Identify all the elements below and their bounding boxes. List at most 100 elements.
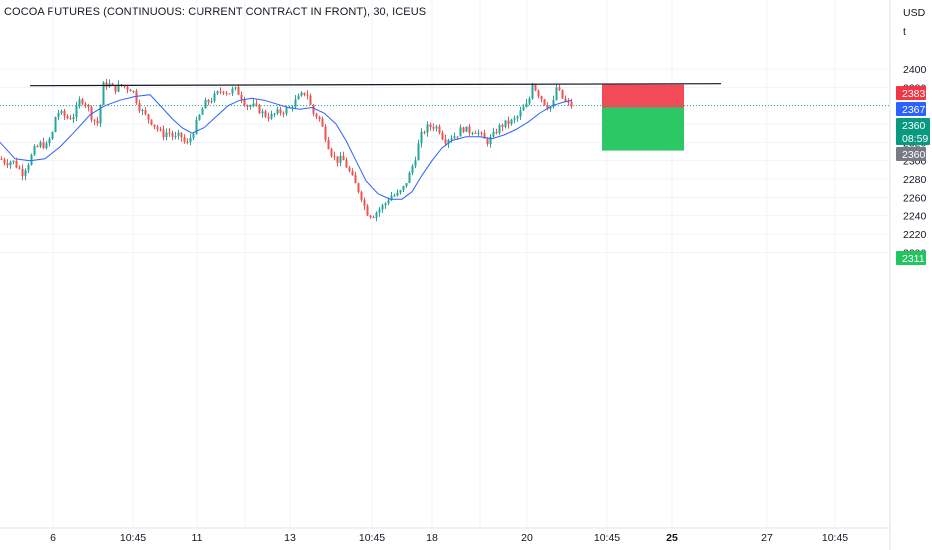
candle-body xyxy=(537,90,540,97)
candle-body xyxy=(471,132,474,134)
candle-body xyxy=(132,91,135,93)
candle-body xyxy=(237,87,240,95)
candle-body xyxy=(63,110,66,117)
candle-body xyxy=(102,82,105,105)
candle-body xyxy=(264,111,267,117)
candle-body xyxy=(411,166,414,173)
close-marker-tag xyxy=(896,147,926,161)
candle-body xyxy=(501,124,504,128)
candle-body xyxy=(405,183,408,186)
candle-body xyxy=(54,117,57,133)
candle-body xyxy=(0,158,3,160)
candle-body xyxy=(297,95,300,100)
take-profit-zone[interactable] xyxy=(602,107,684,151)
candle-body xyxy=(426,124,429,133)
candle-body xyxy=(468,126,471,134)
candle-body xyxy=(381,205,384,210)
target-price-tag-label: 2311 xyxy=(902,253,925,265)
candle-body xyxy=(483,132,486,139)
candle-body xyxy=(360,191,363,200)
candle-body xyxy=(315,113,318,117)
candle-body xyxy=(540,96,543,100)
time-tick-label: 20 xyxy=(521,532,533,544)
candle-body xyxy=(309,95,312,105)
candle-body xyxy=(357,183,360,192)
resistance-trendline[interactable] xyxy=(29,83,722,87)
candle-body xyxy=(177,132,180,136)
time-tick-label: 18 xyxy=(426,532,438,544)
candle-body xyxy=(336,156,339,163)
candle-body xyxy=(81,99,84,104)
candle-body xyxy=(498,124,501,134)
last-price-tag-label: 2360 xyxy=(902,120,926,132)
price-axis-currency: USD xyxy=(903,7,926,19)
candle-body xyxy=(123,85,126,87)
price-axis-unit: t xyxy=(903,26,906,38)
candle-body xyxy=(393,195,396,197)
candle-body xyxy=(84,103,87,106)
candle-body xyxy=(438,126,441,133)
candle-body xyxy=(369,215,372,218)
candle-body xyxy=(333,156,336,158)
candle-body xyxy=(252,103,255,106)
candle-body xyxy=(183,137,186,142)
candle-body xyxy=(273,113,276,115)
candle-body xyxy=(423,131,426,133)
candle-body xyxy=(159,129,162,131)
time-axis[interactable]: 6 10:45 11 13 10:45 18 20 10:45 25 27 10:45 xyxy=(0,0,891,550)
candle-body xyxy=(420,131,423,144)
candle-body xyxy=(387,200,390,204)
candle-body xyxy=(516,116,519,119)
time-tick-label: 10:45 xyxy=(359,532,385,544)
candle-body xyxy=(414,160,417,167)
candle-body xyxy=(303,92,306,95)
candle-body xyxy=(192,134,195,138)
candle-body xyxy=(321,118,324,127)
candle-body xyxy=(258,104,261,114)
candle-body xyxy=(480,132,483,134)
candle-body xyxy=(282,112,285,114)
time-tick-label: 10:45 xyxy=(120,532,146,544)
chart-title: COCOA FUTURES (CONTINUOUS: CURRENT CONTR… xyxy=(4,6,427,18)
candle-body xyxy=(3,159,6,164)
candle-body xyxy=(150,119,153,125)
candle-body xyxy=(174,135,177,137)
candle-body xyxy=(234,87,237,89)
candle-body xyxy=(447,139,450,144)
candle-body xyxy=(153,124,156,127)
candle-body xyxy=(42,142,45,149)
position-tool[interactable] xyxy=(602,84,684,151)
candle-body xyxy=(564,98,567,102)
candle-body xyxy=(72,117,75,120)
time-tick-label: 10:45 xyxy=(594,532,620,544)
candle-body xyxy=(99,104,102,124)
candle-body xyxy=(522,107,525,111)
candle-body xyxy=(24,170,27,176)
price-tick-label: 2400 xyxy=(903,64,927,76)
candle-body xyxy=(9,161,12,166)
candle-body xyxy=(492,131,495,137)
candle-body xyxy=(510,119,513,125)
entry-price-tag xyxy=(896,102,926,116)
candle-body xyxy=(147,114,150,120)
candle-body xyxy=(171,132,174,137)
candle-body xyxy=(210,101,213,103)
candle-body xyxy=(570,101,573,107)
candle-body xyxy=(279,109,282,113)
candle-body xyxy=(30,154,33,165)
stop-loss-zone[interactable] xyxy=(602,84,684,108)
candle-body xyxy=(6,163,9,166)
candle-body xyxy=(396,192,399,196)
candle-body xyxy=(375,212,378,218)
time-tick-label: 27 xyxy=(761,532,773,544)
candle-body xyxy=(318,116,321,119)
candle-body xyxy=(465,126,468,132)
candle-body xyxy=(66,116,69,119)
candle-body xyxy=(138,103,141,111)
candle-body xyxy=(129,89,132,92)
candle-body xyxy=(390,195,393,201)
candle-body xyxy=(486,138,489,145)
candle-body xyxy=(552,99,555,107)
candle-body xyxy=(69,118,72,120)
